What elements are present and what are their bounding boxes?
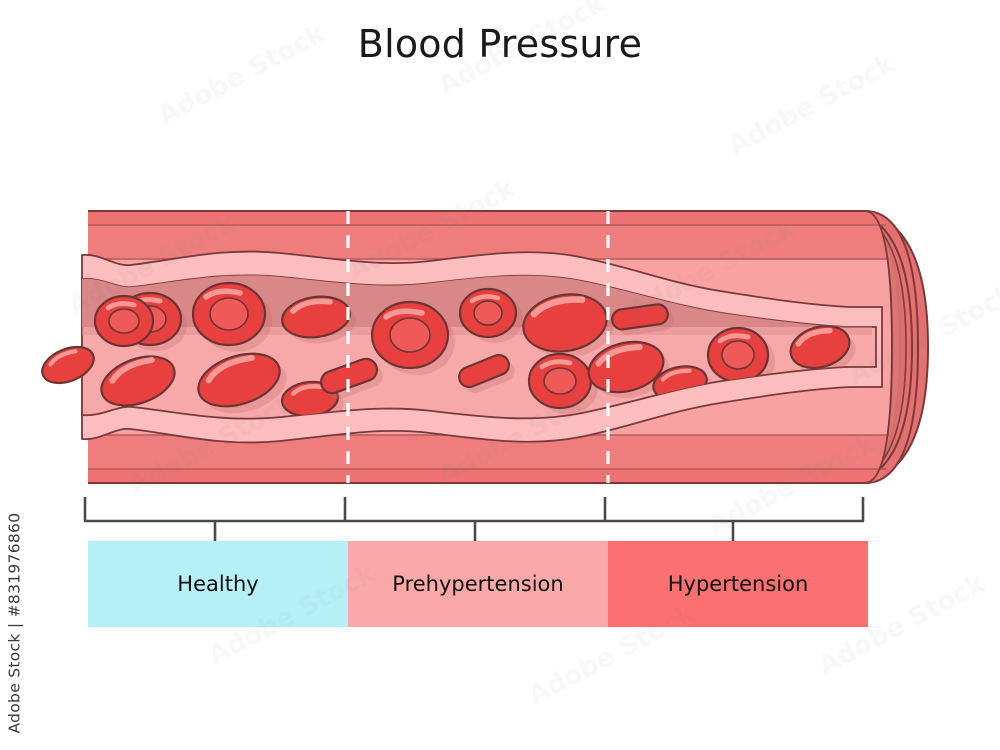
blood-pressure-legend: Healthy Prehypertension Hypertension bbox=[88, 541, 868, 627]
section-dividers bbox=[346, 211, 610, 483]
legend-segment-prehypertension[interactable]: Prehypertension bbox=[348, 541, 608, 627]
red-blood-cells-inside bbox=[117, 281, 856, 419]
stock-watermark: Adobe Stock | #831976860 bbox=[0, 492, 28, 737]
stock-watermark-text: Adobe Stock | #831976860 bbox=[5, 512, 24, 734]
legend-label-prehypertension: Prehypertension bbox=[392, 572, 564, 596]
legend-label-hypertension: Hypertension bbox=[667, 572, 809, 596]
page-title: Blood Pressure bbox=[357, 22, 643, 66]
measurement-scale bbox=[80, 495, 880, 545]
red-blood-cells-outside bbox=[41, 294, 176, 407]
legend-segment-hypertension[interactable]: Hypertension bbox=[608, 541, 868, 627]
blood-vessel-diagram bbox=[20, 195, 980, 500]
legend-segment-healthy[interactable]: Healthy bbox=[88, 541, 348, 627]
legend-label-healthy: Healthy bbox=[177, 572, 259, 596]
